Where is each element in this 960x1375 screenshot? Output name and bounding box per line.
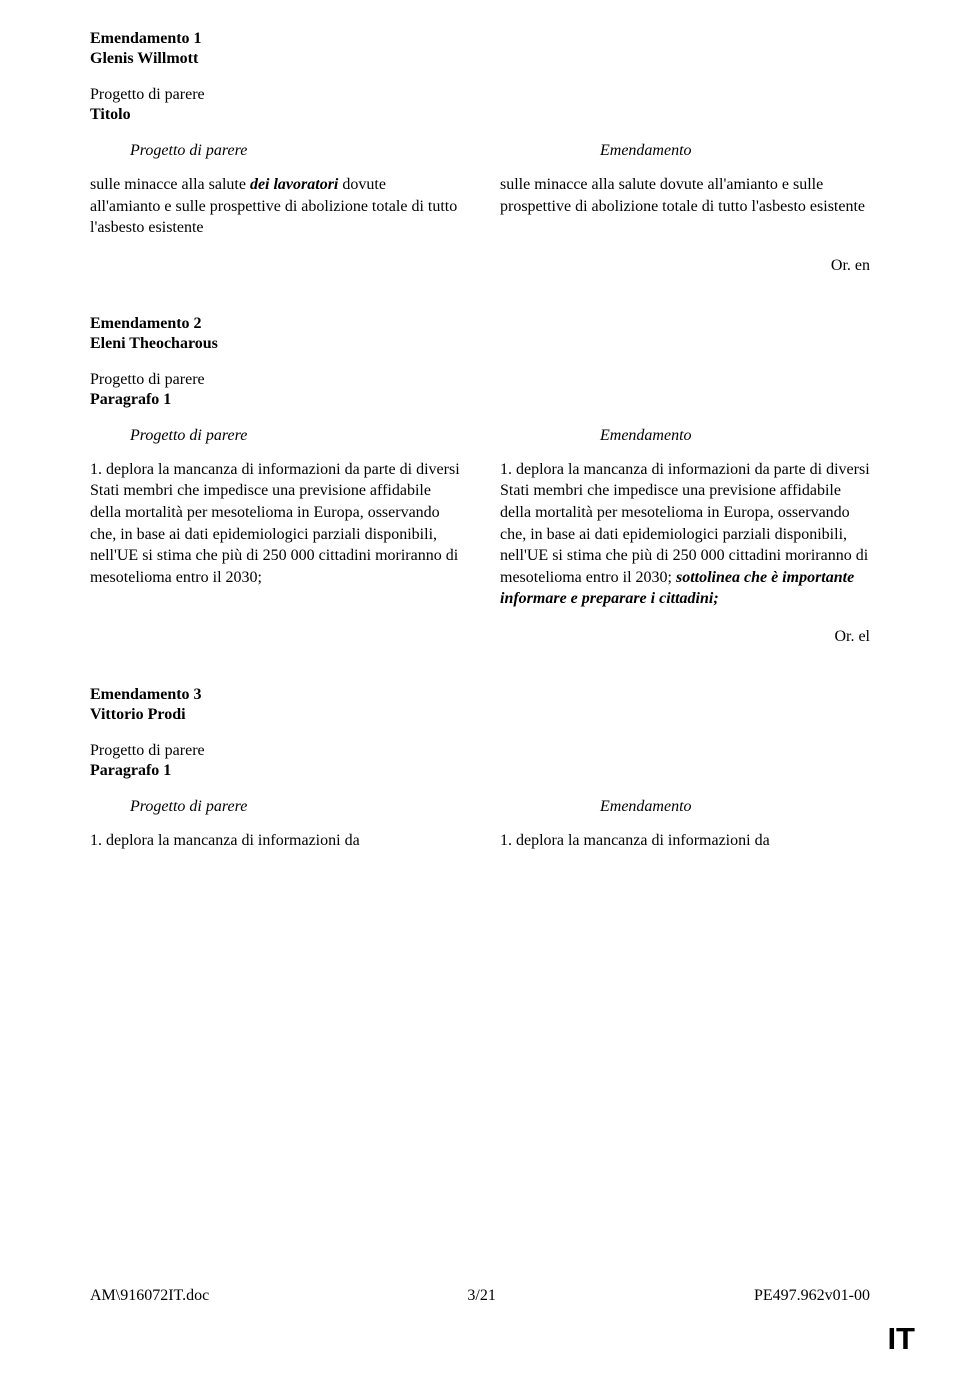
amendment-3-author: Vittorio Prodi xyxy=(90,706,870,724)
amendment-2-title: Emendamento 2 xyxy=(90,315,870,333)
amendment-3: Emendamento 3 Vittorio Prodi Progetto di… xyxy=(90,686,870,852)
amendment-1-left-col: Progetto di parere sulle minacce alla sa… xyxy=(90,142,460,239)
amendment-1-subsection: Titolo xyxy=(90,106,870,124)
amendment-2-left-header: Progetto di parere xyxy=(90,427,460,445)
amendment-3-right-body: 1. deplora la mancanza di informazioni d… xyxy=(500,830,870,852)
amendment-1-author: Glenis Willmott xyxy=(90,50,870,68)
amendment-1-left-body: sulle minacce alla salute dei lavoratori… xyxy=(90,174,460,239)
footer-right: PE497.962v01-00 xyxy=(754,1287,870,1305)
amendment-1-title: Emendamento 1 xyxy=(90,30,870,48)
amendment-1-right-col: Emendamento sulle minacce alla salute do… xyxy=(500,142,870,239)
amendment-2-orlang: Or. el xyxy=(90,628,870,646)
amendment-3-left-header: Progetto di parere xyxy=(90,798,460,816)
amendment-1-left-pre: sulle minacce alla salute xyxy=(90,176,246,193)
amendment-2-right-header: Emendamento xyxy=(500,427,870,445)
amendment-3-left-col: Progetto di parere 1. deplora la mancanz… xyxy=(90,798,460,852)
amendment-2-right-col: Emendamento 1. deplora la mancanza di in… xyxy=(500,427,870,610)
amendment-3-right-col: Emendamento 1. deplora la mancanza di in… xyxy=(500,798,870,852)
amendment-1-left-header: Progetto di parere xyxy=(90,142,460,160)
corner-language: IT xyxy=(887,1321,915,1357)
page-footer: AM\916072IT.doc 3/21 PE497.962v01-00 xyxy=(90,1287,870,1305)
footer-center: 3/21 xyxy=(467,1287,495,1305)
amendment-1-columns: Progetto di parere sulle minacce alla sa… xyxy=(90,142,870,239)
amendment-2-left-col: Progetto di parere 1. deplora la mancanz… xyxy=(90,427,460,610)
amendment-1-orlang: Or. en xyxy=(90,257,870,275)
amendment-3-title: Emendamento 3 xyxy=(90,686,870,704)
amendment-1-left-italic: dei lavoratori xyxy=(246,176,342,193)
amendment-1: Emendamento 1 Glenis Willmott Progetto d… xyxy=(90,30,870,275)
amendment-1-section: Progetto di parere xyxy=(90,86,870,104)
amendment-1-right-header: Emendamento xyxy=(500,142,870,160)
amendment-2-subsection: Paragrafo 1 xyxy=(90,391,870,409)
amendment-3-right-header: Emendamento xyxy=(500,798,870,816)
amendment-2-right-body: 1. deplora la mancanza di informazioni d… xyxy=(500,459,870,610)
amendment-2-left-body: 1. deplora la mancanza di informazioni d… xyxy=(90,459,460,589)
amendment-2-author: Eleni Theocharous xyxy=(90,335,870,353)
amendment-2-right-text: 1. deplora la mancanza di informazioni d… xyxy=(500,461,870,586)
amendment-2: Emendamento 2 Eleni Theocharous Progetto… xyxy=(90,315,870,646)
amendment-2-columns: Progetto di parere 1. deplora la mancanz… xyxy=(90,427,870,610)
footer-left: AM\916072IT.doc xyxy=(90,1287,209,1305)
amendment-2-section: Progetto di parere xyxy=(90,371,870,389)
amendment-3-section: Progetto di parere xyxy=(90,742,870,760)
amendment-1-right-body: sulle minacce alla salute dovute all'ami… xyxy=(500,174,870,217)
amendment-3-subsection: Paragrafo 1 xyxy=(90,762,870,780)
amendment-3-columns: Progetto di parere 1. deplora la mancanz… xyxy=(90,798,870,852)
amendment-3-left-body: 1. deplora la mancanza di informazioni d… xyxy=(90,830,460,852)
